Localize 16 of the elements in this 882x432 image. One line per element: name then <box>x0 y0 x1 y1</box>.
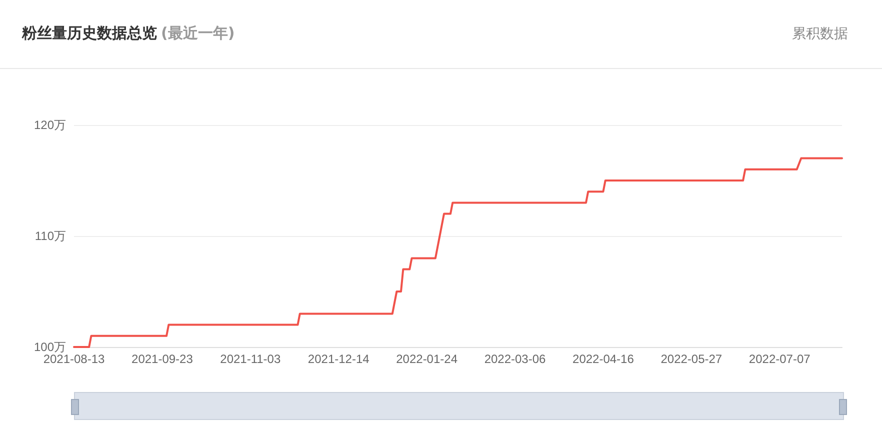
x-tick-label: 2021-11-03 <box>220 352 281 366</box>
x-tick-label: 2021-09-23 <box>132 352 194 366</box>
y-tick-label: 110万 <box>34 229 66 243</box>
y-tick-label: 120万 <box>34 118 66 132</box>
x-tick-label: 2022-04-16 <box>572 352 634 366</box>
x-tick-label: 2022-03-06 <box>484 352 546 366</box>
x-tick-label: 2021-08-13 <box>43 352 106 366</box>
chart-title: 粉丝量历史数据总览 <box>22 24 157 42</box>
line-series <box>73 157 843 348</box>
x-tick-label: 2021-12-14 <box>308 352 370 366</box>
x-tick-label: 2022-05-27 <box>660 352 722 366</box>
y-tick-label: 100万 <box>34 340 66 354</box>
text: 累积数据 <box>792 25 848 43</box>
chart-subtitle: (最近一年) <box>161 24 235 42</box>
x-tick-label: 2022-07-07 <box>748 352 811 366</box>
x-tick-label: 2022-01-24 <box>396 352 458 366</box>
